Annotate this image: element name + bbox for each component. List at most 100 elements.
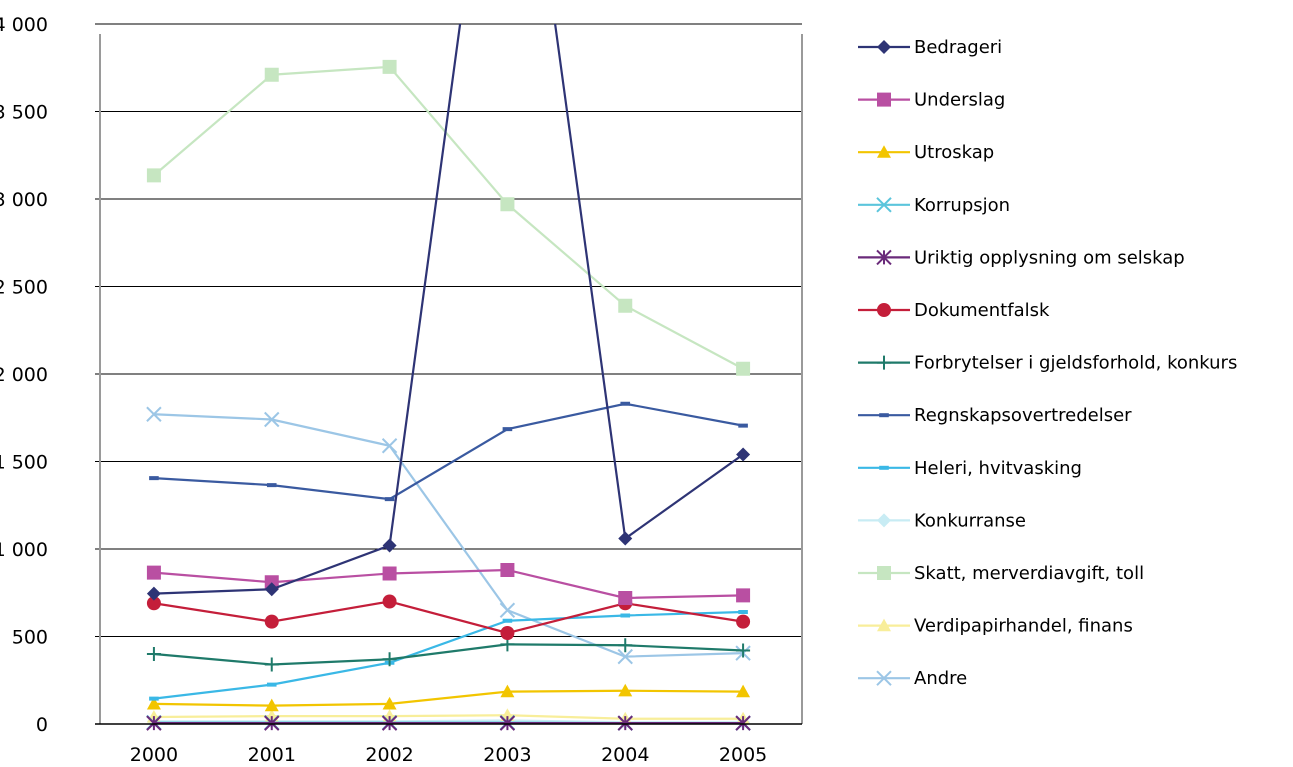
legend-label: Bedrageri	[914, 37, 1002, 58]
data-point	[618, 638, 633, 653]
y-tick-label: 4 000	[0, 14, 48, 36]
data-point	[620, 401, 631, 406]
series-10	[146, 59, 751, 376]
legend-item: Utroskap	[858, 142, 994, 163]
data-point	[264, 614, 279, 629]
data-point	[149, 696, 159, 701]
series-line	[153, 568, 744, 600]
axis-layer: 0 500 1 000 1 500 2 000 2 500 3 000 3 500 4 000 2…	[0, 14, 802, 766]
data-point	[736, 643, 751, 658]
data-point	[264, 657, 279, 672]
series-line	[153, 24, 744, 595]
data-point	[264, 582, 279, 597]
data-point	[146, 696, 161, 710]
legend-swatch-marker	[877, 618, 891, 632]
data-point	[736, 588, 751, 603]
grid-layer	[95, 23, 803, 725]
series-line	[153, 600, 744, 635]
series-line	[153, 643, 744, 666]
data-point	[146, 565, 161, 580]
legend-swatch-marker	[877, 92, 891, 107]
data-point	[500, 684, 515, 698]
legend: Bedrageri Underslag Utroskap Korrupsjon Urik…	[858, 37, 1237, 689]
data-point	[618, 531, 633, 546]
legend-item: Forbrytelser i gjeldsforhold, konkurs	[858, 353, 1237, 374]
legend-swatch-marker	[876, 197, 892, 213]
series-line	[153, 402, 744, 501]
data-point	[618, 591, 633, 605]
legend-item: Regnskapsovertredelser	[858, 405, 1132, 426]
data-point	[264, 411, 280, 428]
data-point	[382, 696, 397, 710]
data-point	[618, 298, 633, 313]
data-point	[500, 197, 515, 212]
data-point	[735, 715, 751, 731]
data-point	[146, 406, 162, 422]
y-tick-label: 2 000	[0, 364, 48, 386]
series-12	[146, 406, 751, 665]
data-point	[382, 59, 397, 74]
x-tick-label: 2004	[601, 744, 649, 766]
data-point	[264, 715, 280, 731]
legend-item: Verdipapirhandel, finans	[858, 616, 1133, 637]
data-point	[738, 423, 748, 428]
legend-label: Konkurranse	[914, 510, 1026, 531]
legend-item: Heleri, hvitvasking	[858, 458, 1082, 479]
series-line	[153, 65, 744, 370]
y-tick-label: 3 000	[0, 189, 48, 211]
series-5	[146, 594, 751, 640]
data-point	[617, 715, 633, 731]
data-point	[146, 647, 161, 661]
data-point	[502, 618, 513, 623]
legend-swatch-marker	[876, 670, 892, 686]
data-point	[617, 648, 633, 665]
legend-item: Bedrageri	[858, 37, 1002, 58]
y-tick-label: 2 500	[0, 277, 48, 299]
data-point	[146, 586, 161, 601]
x-tick-label: 2002	[365, 744, 413, 766]
data-point	[146, 168, 161, 183]
data-point	[736, 447, 751, 462]
legend-item: Andre	[858, 668, 967, 689]
data-point	[500, 563, 515, 577]
x-tick-label: 2003	[483, 744, 531, 766]
x-tick-label: 2001	[248, 744, 296, 766]
data-point	[382, 538, 397, 553]
legend-swatch-marker	[877, 513, 891, 528]
series-layer	[146, 24, 751, 731]
series-line	[153, 689, 744, 707]
y-tick-label: 3 500	[0, 102, 48, 124]
legend-swatch-marker	[877, 40, 891, 54]
legend-swatch-marker	[876, 249, 892, 266]
data-point	[264, 698, 279, 712]
y-tick-label: 1 500	[0, 452, 48, 474]
legend-label: Heleri, hvitvasking	[914, 458, 1082, 479]
legend-label: Utroskap	[914, 142, 994, 163]
data-point	[382, 566, 397, 581]
data-point	[264, 67, 279, 82]
legend-label: Forbrytelser i gjeldsforhold, konkurs	[914, 353, 1237, 374]
y-tick-label: 0	[36, 714, 48, 736]
legend-label: Korrupsjon	[914, 195, 1010, 216]
legend-swatch-marker	[877, 355, 891, 370]
data-point	[384, 497, 395, 502]
legend-item: Dokumentfalsk	[858, 300, 1050, 321]
data-point	[146, 715, 162, 731]
legend-swatch-marker	[877, 145, 891, 158]
legend-item: Uriktig opplysning om selskap	[858, 247, 1185, 268]
legend-label: Verdipapirhandel, finans	[914, 616, 1133, 637]
data-point	[381, 715, 398, 731]
data-point	[266, 483, 277, 488]
data-point	[382, 594, 397, 609]
data-point	[500, 626, 515, 640]
series-line	[153, 413, 744, 658]
legend-item: Underslag	[858, 90, 1005, 111]
data-point	[499, 715, 516, 731]
legend-label: Underslag	[914, 90, 1005, 111]
data-point	[736, 361, 751, 376]
legend-item: Korrupsjon	[858, 195, 1010, 216]
series-6	[146, 637, 751, 672]
data-point	[502, 427, 513, 432]
y-tick-label: 1 000	[0, 539, 48, 561]
